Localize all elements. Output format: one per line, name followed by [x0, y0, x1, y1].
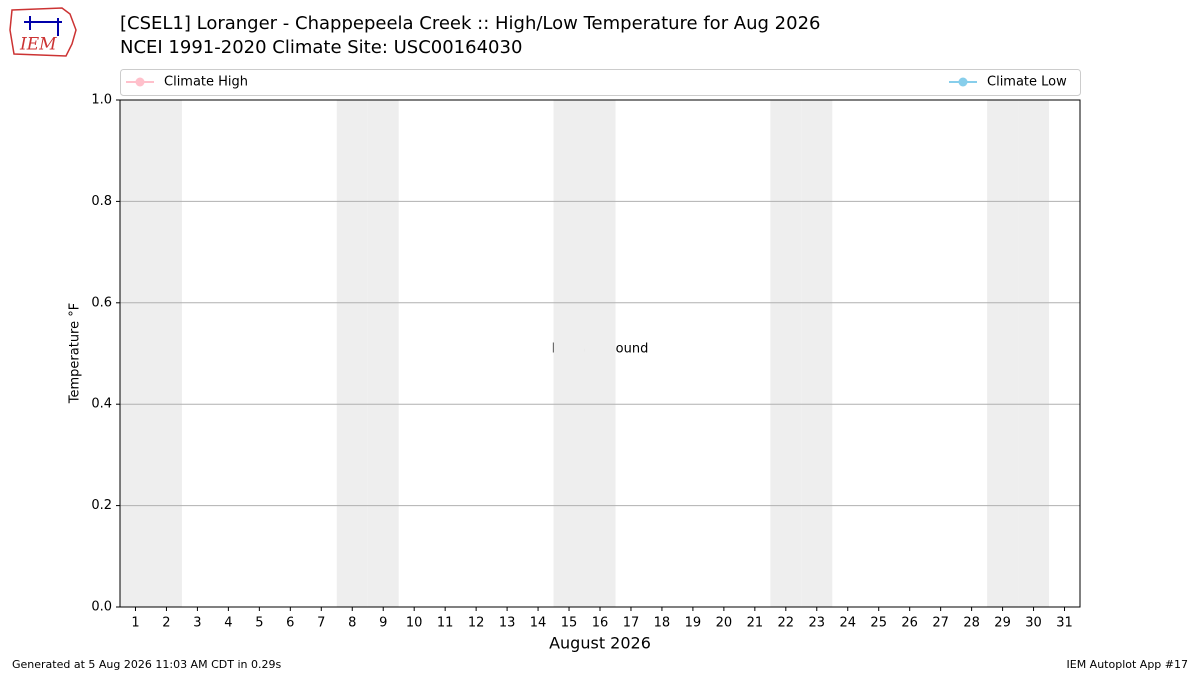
x-tick-label: 3	[193, 616, 201, 631]
x-tick-label: 14	[530, 616, 547, 631]
weekend-shade	[987, 100, 1019, 607]
x-tick-label: 10	[406, 616, 423, 631]
x-tick-label: 23	[809, 616, 826, 631]
legend-marker	[958, 77, 968, 87]
footer-left: Generated at 5 Aug 2026 11:03 AM CDT in …	[12, 658, 281, 671]
x-tick-label: 2	[162, 616, 170, 631]
y-tick-label: 1.0	[91, 93, 112, 108]
weekend-shade	[1018, 100, 1050, 607]
logo-outline	[9, 7, 77, 57]
weekend-shade	[584, 100, 616, 607]
x-tick-label: 12	[468, 616, 485, 631]
x-tick-label: 26	[901, 616, 918, 631]
weekend-shade	[336, 100, 368, 607]
x-tick-label: 27	[932, 616, 949, 631]
legend-marker	[135, 77, 145, 87]
x-tick-label: 30	[1025, 616, 1042, 631]
x-tick-label: 28	[963, 616, 980, 631]
footer-right: IEM Autoplot App #17	[1067, 658, 1189, 671]
x-tick-label: 13	[499, 616, 516, 631]
x-tick-label: 25	[870, 616, 887, 631]
chart-subtitle: NCEI 1991-2020 Climate Site: USC00164030	[120, 37, 522, 58]
x-tick-label: 11	[437, 616, 454, 631]
x-tick-label: 22	[778, 616, 795, 631]
x-tick-label: 29	[994, 616, 1011, 631]
weekend-shade	[120, 100, 151, 607]
x-tick-label: 16	[592, 616, 609, 631]
x-axis-label: August 2026	[549, 634, 651, 653]
chart-title: [CSEL1] Loranger - Chappepeela Creek :: …	[120, 13, 821, 34]
weekend-shade	[367, 100, 399, 607]
x-tick-label: 1	[131, 616, 139, 631]
weekend-shade	[150, 100, 182, 607]
x-tick-label: 7	[317, 616, 325, 631]
x-tick-label: 17	[623, 616, 640, 631]
logo: IEM	[9, 7, 77, 57]
plot-frame	[119, 99, 1081, 608]
x-tick-label: 20	[716, 616, 733, 631]
x-tick-label: 19	[685, 616, 702, 631]
x-tick-label: 9	[379, 616, 387, 631]
x-tick-label: 6	[286, 616, 294, 631]
y-tick-label: 0.2	[91, 498, 112, 513]
x-tick-label: 5	[255, 616, 263, 631]
x-tick-label: 15	[561, 616, 578, 631]
x-tick-label: 8	[348, 616, 356, 631]
weekend-shade	[770, 100, 802, 607]
x-tick-label: 24	[839, 616, 856, 631]
y-tick-label: 0.0	[91, 600, 112, 615]
y-tick-label: 0.4	[91, 397, 112, 412]
weekend-shade	[553, 100, 585, 607]
legend-label: Climate Low	[987, 75, 1067, 90]
x-tick-label: 18	[654, 616, 671, 631]
x-tick-label: 4	[224, 616, 232, 631]
logo-text: IEM	[19, 35, 57, 55]
legend-label: Climate High	[164, 75, 248, 90]
x-tick-label: 21	[747, 616, 764, 631]
weekend-shade	[801, 100, 833, 607]
y-axis-label: Temperature °F	[68, 303, 83, 404]
legend-box	[120, 69, 1081, 96]
plot-background	[120, 100, 1050, 607]
y-tick-label: 0.8	[91, 194, 112, 209]
y-tick-label: 0.6	[91, 295, 112, 310]
x-tick-label: 31	[1056, 616, 1073, 631]
